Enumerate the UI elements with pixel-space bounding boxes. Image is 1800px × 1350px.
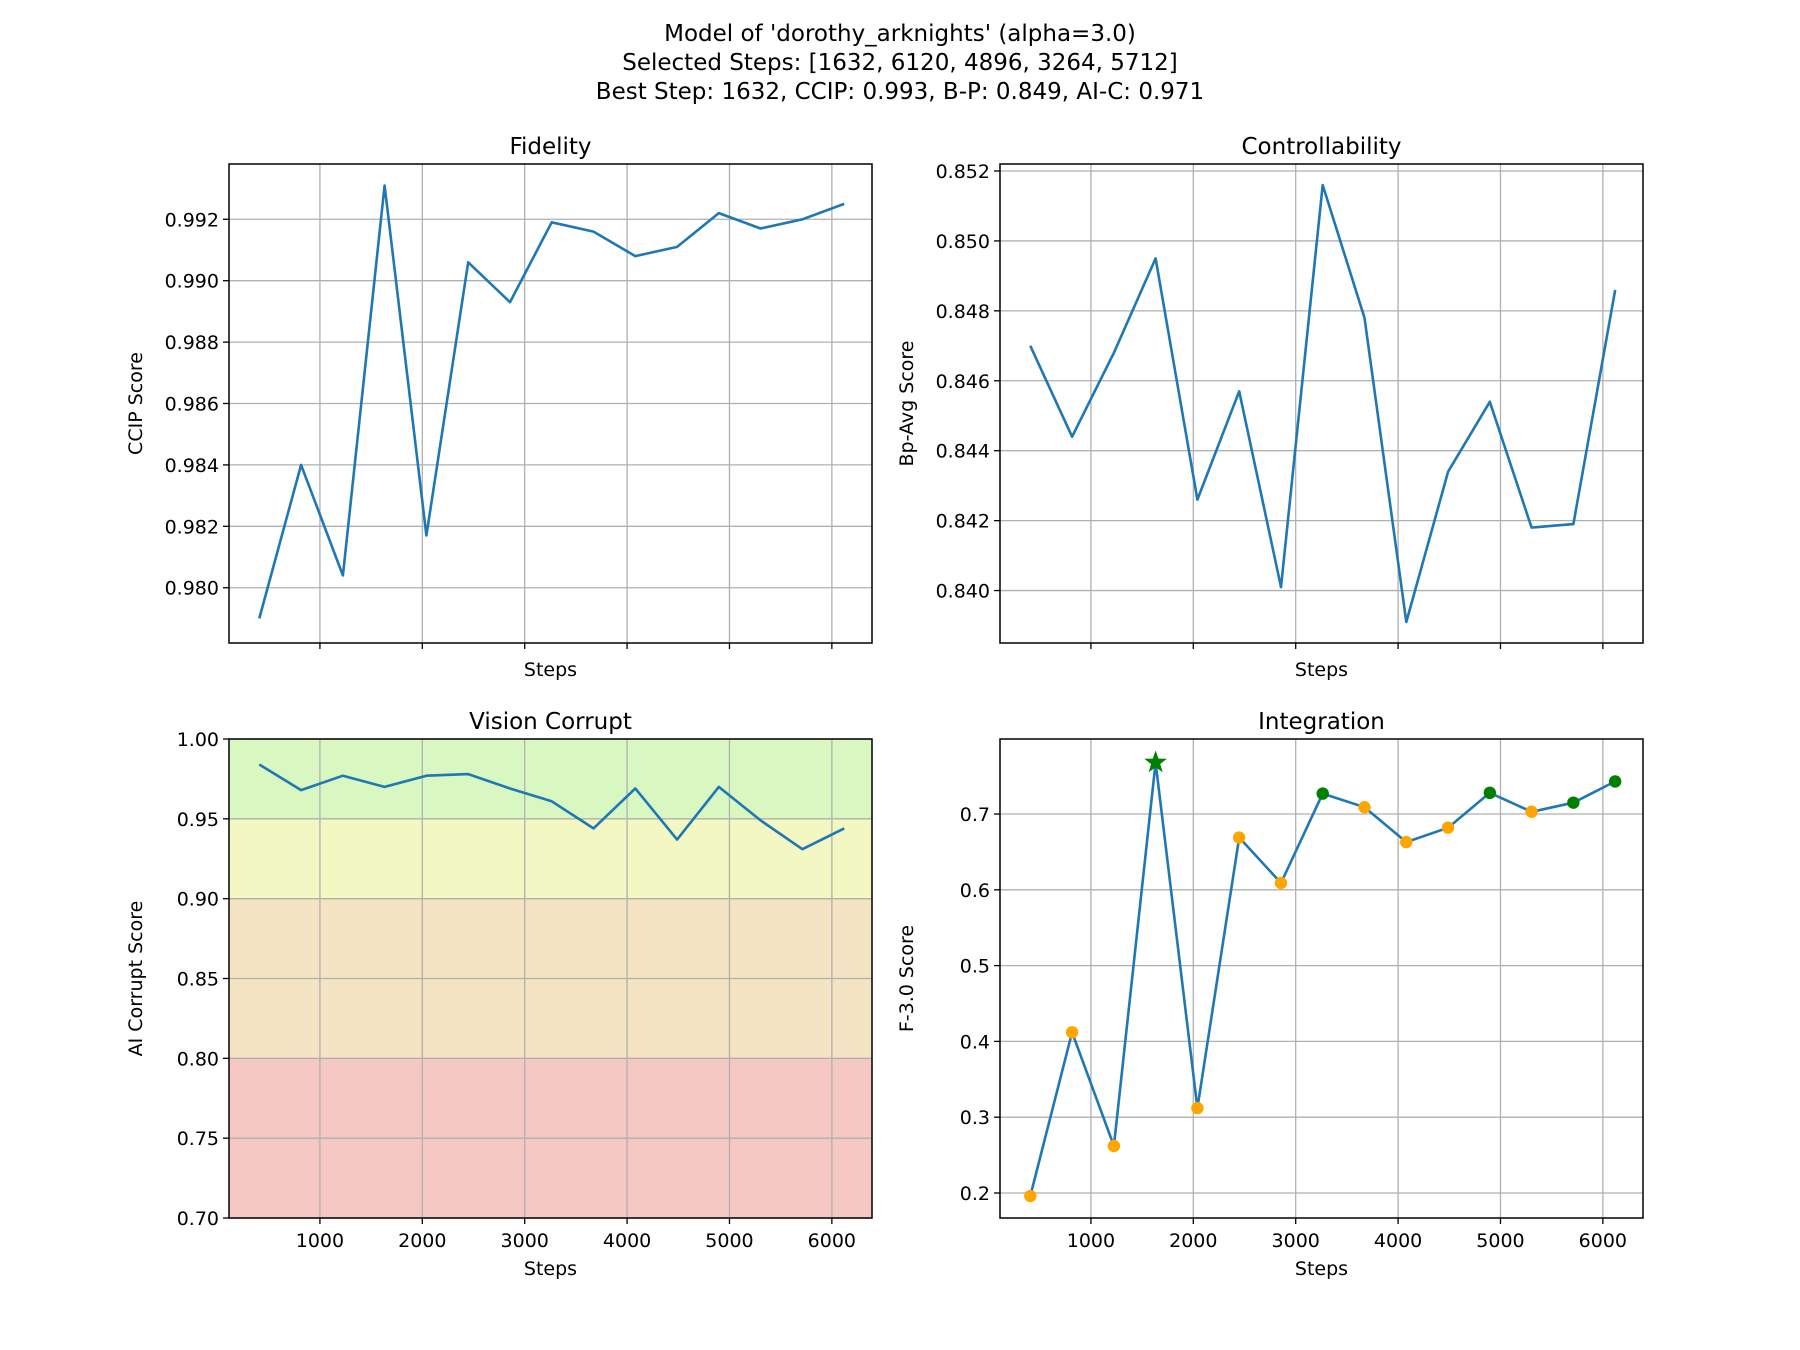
x-tick-label: 4000 xyxy=(1374,1230,1422,1252)
figure-title-line-2: Selected Steps: [1632, 6120, 4896, 3264,… xyxy=(622,50,1178,76)
figure-title-line-3: Best Step: 1632, CCIP: 0.993, B-P: 0.849… xyxy=(595,79,1205,105)
y-tick-label: 0.4 xyxy=(960,1031,990,1053)
x-tick-label: 2000 xyxy=(398,1230,446,1252)
step-marker xyxy=(1191,1101,1204,1115)
x-tick-label: 1000 xyxy=(296,1230,344,1252)
x-tick-label: 3000 xyxy=(501,1230,549,1252)
step-marker xyxy=(1400,835,1413,849)
x-tick-label: 4000 xyxy=(603,1230,651,1252)
x-tick-label: 5000 xyxy=(1476,1230,1524,1252)
y-tick-label: 0.992 xyxy=(165,209,219,231)
series-line xyxy=(258,763,845,851)
subplot-fidelity: 0.980 0.982 0.984 0.986 0.988 0.990 0.992 Fidel… xyxy=(125,134,873,681)
x-tick-label: 1000 xyxy=(1067,1230,1115,1252)
series-line xyxy=(1029,183,1617,624)
x-axis-label: Steps xyxy=(524,1258,577,1280)
x-tick-label: 6000 xyxy=(1579,1230,1627,1252)
y-tick-label: 0.85 xyxy=(177,969,219,991)
y-tick-label: 0.852 xyxy=(936,161,990,183)
y-tick-label: 0.840 xyxy=(936,581,990,603)
y-tick-label: 0.850 xyxy=(936,231,990,253)
y-tick-label: 0.95 xyxy=(177,809,219,831)
y-axis-label: Bp-Avg Score xyxy=(896,341,918,467)
y-tick-label: 0.980 xyxy=(165,578,219,600)
y-tick-label: 0.982 xyxy=(165,516,219,538)
subplot-title: Vision Corrupt xyxy=(469,709,632,735)
y-axis-label: CCIP Score xyxy=(125,352,147,455)
axes-frame xyxy=(999,163,1644,644)
y-tick-label: 0.986 xyxy=(165,394,219,416)
step-marker xyxy=(1232,831,1246,844)
series-line xyxy=(1029,761,1616,1197)
y-tick-label: 1.00 xyxy=(177,729,219,751)
step-marker xyxy=(1107,1139,1121,1153)
selected-step-marker xyxy=(1316,787,1329,800)
y-tick-label: 0.2 xyxy=(960,1183,990,1205)
y-tick-label: 0.80 xyxy=(177,1048,219,1070)
zone-band-0 xyxy=(229,739,872,819)
selected-step-marker xyxy=(1483,786,1497,800)
subplot-controllability: 0.840 0.842 0.844 0.846 0.848 0.850 0.852 Contr… xyxy=(896,134,1644,681)
x-axis-label: Steps xyxy=(524,659,577,681)
y-tick-label: 0.3 xyxy=(960,1107,990,1129)
step-marker xyxy=(1358,801,1371,814)
x-tick-label: 5000 xyxy=(705,1230,753,1252)
y-tick-label: 0.990 xyxy=(165,271,219,293)
y-tick-label: 0.848 xyxy=(936,301,990,323)
x-tick-label: 2000 xyxy=(1169,1230,1217,1252)
figure-title-line-1: Model of 'dorothy_arknights' (alpha=3.0) xyxy=(664,21,1136,47)
selected-step-marker xyxy=(1608,775,1622,788)
y-tick-label: 0.75 xyxy=(177,1128,219,1150)
subplot-vision-corrupt: 1000 2000 3000 4000 5000 6000 0.70 0.75 0.80 0.85… xyxy=(125,709,873,1280)
y-tick-label: 0.842 xyxy=(936,511,990,533)
x-tick-label: 6000 xyxy=(808,1230,856,1252)
y-tick-label: 0.90 xyxy=(177,889,219,911)
selected-step-marker xyxy=(1567,796,1580,809)
step-marker xyxy=(1024,1189,1037,1203)
y-axis-label: F-3.0 Score xyxy=(896,925,918,1032)
subplot-title: Fidelity xyxy=(509,134,591,160)
zone-band-1 xyxy=(229,818,872,899)
x-axis-label: Steps xyxy=(1295,1258,1348,1280)
y-axis-label: AI Corrupt Score xyxy=(125,901,147,1057)
y-tick-label: 0.984 xyxy=(165,455,219,477)
y-tick-label: 0.70 xyxy=(177,1208,219,1230)
step-marker xyxy=(1525,805,1538,818)
subplot-integration: 1000 2000 3000 4000 5000 6000 0.2 0.3 0.4 0.5 0.6 0… xyxy=(896,709,1644,1280)
y-tick-label: 0.846 xyxy=(936,371,990,393)
x-tick-label: 3000 xyxy=(1272,1230,1320,1252)
series-line xyxy=(258,184,845,619)
step-marker xyxy=(1065,1026,1079,1039)
x-axis-label: Steps xyxy=(1295,659,1348,681)
axes-frame xyxy=(999,738,1644,1219)
y-tick-label: 0.5 xyxy=(960,956,990,978)
y-tick-label: 0.844 xyxy=(936,441,990,463)
y-tick-label: 0.6 xyxy=(960,880,990,902)
y-tick-label: 0.7 xyxy=(960,804,990,826)
y-tick-label: 0.988 xyxy=(165,332,219,354)
subplot-title: Integration xyxy=(1258,709,1385,735)
step-marker xyxy=(1441,821,1455,834)
step-marker xyxy=(1274,876,1288,890)
best-step-star-marker xyxy=(1144,750,1167,773)
subplot-title: Controllability xyxy=(1241,134,1401,160)
